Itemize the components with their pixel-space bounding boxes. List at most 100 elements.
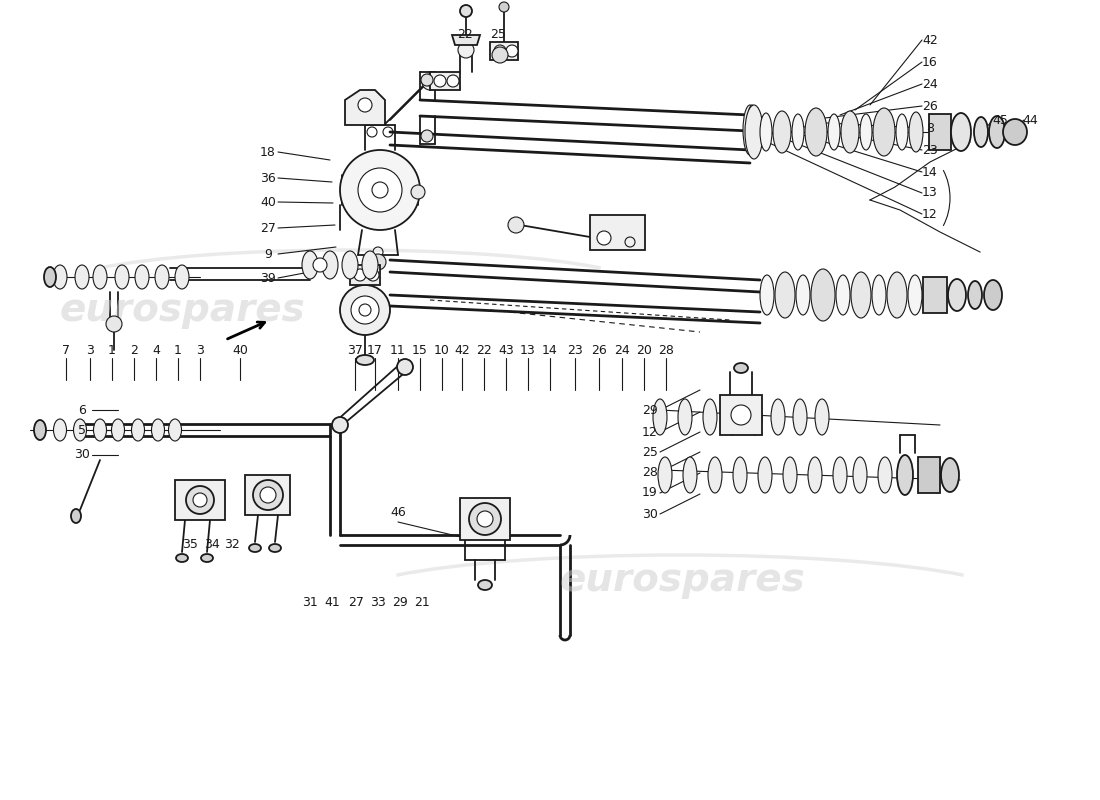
Ellipse shape xyxy=(842,111,859,153)
Circle shape xyxy=(260,487,276,503)
Ellipse shape xyxy=(808,457,822,493)
Circle shape xyxy=(499,2,509,12)
Ellipse shape xyxy=(851,272,871,318)
Ellipse shape xyxy=(771,399,785,435)
Ellipse shape xyxy=(815,399,829,435)
Ellipse shape xyxy=(725,399,739,435)
Text: 24: 24 xyxy=(922,78,938,90)
Circle shape xyxy=(732,405,751,425)
Circle shape xyxy=(506,45,518,57)
Text: 11: 11 xyxy=(390,343,406,357)
Text: 23: 23 xyxy=(922,143,938,157)
Circle shape xyxy=(367,269,380,281)
Ellipse shape xyxy=(362,251,378,279)
Ellipse shape xyxy=(175,265,189,289)
Ellipse shape xyxy=(249,544,261,552)
Text: 23: 23 xyxy=(568,343,583,357)
Text: eurospares: eurospares xyxy=(560,561,805,599)
Ellipse shape xyxy=(811,269,835,321)
Text: 32: 32 xyxy=(224,538,240,551)
Text: 29: 29 xyxy=(642,403,658,417)
Circle shape xyxy=(422,74,438,90)
Text: 40: 40 xyxy=(232,343,248,357)
Text: 42: 42 xyxy=(922,34,938,46)
Ellipse shape xyxy=(733,457,747,493)
Circle shape xyxy=(253,480,283,510)
Text: 9: 9 xyxy=(264,247,272,261)
Ellipse shape xyxy=(152,419,165,441)
Ellipse shape xyxy=(887,272,907,318)
Text: 43: 43 xyxy=(498,343,514,357)
Text: eurospares: eurospares xyxy=(60,291,306,329)
Ellipse shape xyxy=(54,419,66,441)
Text: 24: 24 xyxy=(614,343,630,357)
Ellipse shape xyxy=(75,265,89,289)
Ellipse shape xyxy=(111,419,124,441)
Bar xyxy=(245,475,290,515)
Text: 39: 39 xyxy=(260,271,276,285)
Text: 16: 16 xyxy=(922,55,938,69)
Circle shape xyxy=(421,74,433,86)
Bar xyxy=(720,395,762,435)
Ellipse shape xyxy=(833,457,847,493)
Text: 3: 3 xyxy=(86,343,94,357)
Text: 35: 35 xyxy=(183,538,198,551)
Polygon shape xyxy=(452,35,480,45)
Ellipse shape xyxy=(201,554,213,562)
Text: 36: 36 xyxy=(260,171,276,185)
Ellipse shape xyxy=(176,554,188,562)
Ellipse shape xyxy=(984,280,1002,310)
Text: 1: 1 xyxy=(108,343,115,357)
Text: 19: 19 xyxy=(642,486,658,499)
Ellipse shape xyxy=(773,111,791,153)
Text: 28: 28 xyxy=(658,343,674,357)
Ellipse shape xyxy=(792,114,804,150)
Circle shape xyxy=(458,42,474,58)
Text: 3: 3 xyxy=(196,343,204,357)
Text: 25: 25 xyxy=(642,446,658,458)
Ellipse shape xyxy=(94,265,107,289)
Ellipse shape xyxy=(270,544,280,552)
Circle shape xyxy=(340,150,420,230)
Text: 34: 34 xyxy=(205,538,220,551)
Ellipse shape xyxy=(135,265,149,289)
Bar xyxy=(350,265,380,285)
Text: 30: 30 xyxy=(74,449,90,462)
Circle shape xyxy=(106,316,122,332)
Circle shape xyxy=(411,185,425,199)
Ellipse shape xyxy=(342,251,358,279)
Ellipse shape xyxy=(896,114,907,150)
Ellipse shape xyxy=(742,105,757,155)
Text: 25: 25 xyxy=(491,29,506,42)
Bar xyxy=(923,277,947,313)
Text: 13: 13 xyxy=(922,186,938,199)
Circle shape xyxy=(477,511,493,527)
Circle shape xyxy=(358,98,372,112)
Ellipse shape xyxy=(878,457,892,493)
Ellipse shape xyxy=(734,363,748,373)
Ellipse shape xyxy=(155,265,169,289)
Text: 7: 7 xyxy=(62,343,70,357)
Text: 2: 2 xyxy=(130,343,138,357)
Ellipse shape xyxy=(796,275,810,315)
Ellipse shape xyxy=(322,251,338,279)
Bar xyxy=(490,42,518,60)
Ellipse shape xyxy=(44,267,56,287)
Text: 26: 26 xyxy=(922,99,938,113)
Ellipse shape xyxy=(836,275,850,315)
Text: 44: 44 xyxy=(1022,114,1038,126)
Ellipse shape xyxy=(658,457,672,493)
Circle shape xyxy=(421,130,433,142)
Ellipse shape xyxy=(758,457,772,493)
Ellipse shape xyxy=(805,108,827,156)
Circle shape xyxy=(192,493,207,507)
Bar xyxy=(918,457,940,493)
Circle shape xyxy=(186,486,214,514)
Circle shape xyxy=(597,231,611,245)
Circle shape xyxy=(358,168,402,212)
Bar xyxy=(460,498,510,540)
Circle shape xyxy=(314,258,327,272)
Ellipse shape xyxy=(974,117,988,147)
Circle shape xyxy=(370,254,386,270)
Ellipse shape xyxy=(776,272,795,318)
